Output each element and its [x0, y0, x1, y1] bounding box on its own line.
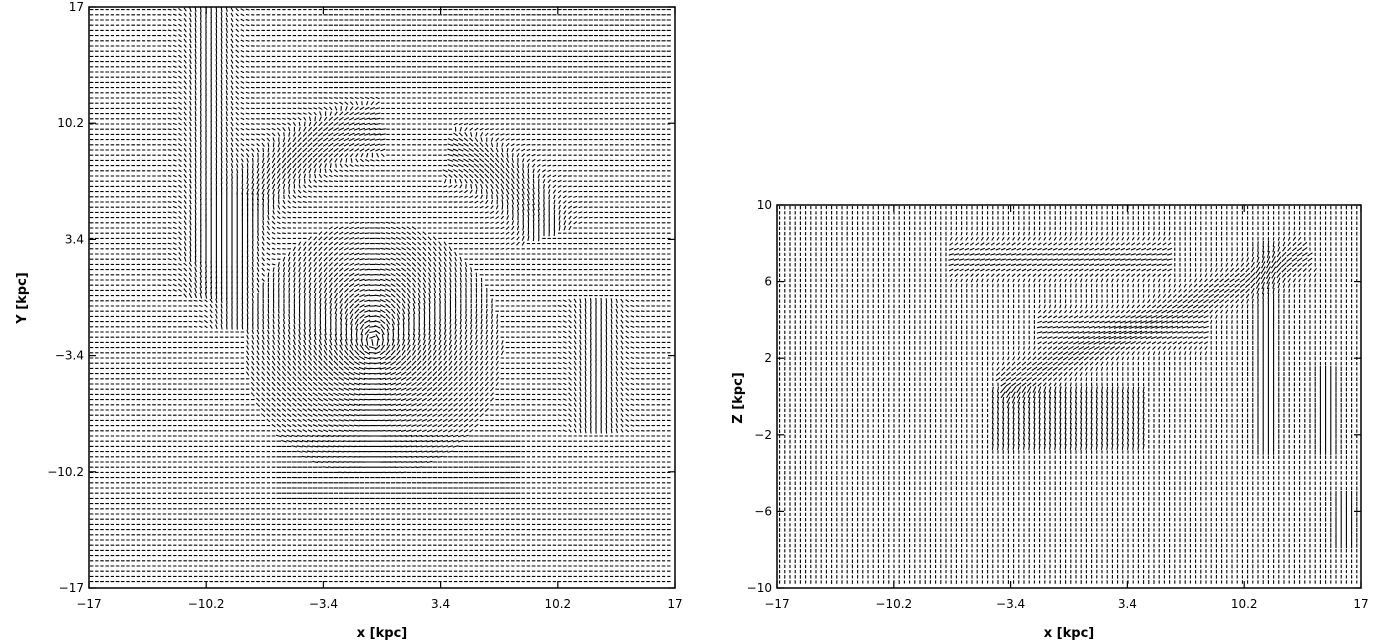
xy-plot-frame	[88, 6, 676, 589]
xy-x-tick-label: −10.2	[188, 597, 225, 611]
xy-x-tick-label: −17	[76, 597, 101, 611]
xy-vector-plot: −17 −10.2 −3.4 3.4 10.2 17 −17 −10.2 −3.4 3.4 10.2…	[15, 0, 683, 641]
xy-x-axis-label: x [kpc]	[357, 626, 407, 641]
xz-y-tick-label: −10	[747, 581, 772, 595]
xy-y-tick-label: −10.2	[47, 465, 84, 479]
xy-y-tick-label: −17	[59, 581, 84, 595]
xz-y-tick-label: −2	[754, 428, 772, 442]
xz-y-axis-label: Z [kpc]	[731, 372, 746, 424]
xy-velocity-field	[89, 6, 671, 583]
xz-y-tick-label: 6	[764, 275, 772, 289]
xz-velocity-vectors	[779, 205, 1358, 584]
xz-velocity-field	[779, 205, 1358, 584]
xy-x-tick-label: 10.2	[544, 597, 571, 611]
xz-x-tick-label: 3.4	[1118, 597, 1137, 611]
xy-y-tick-label: 3.4	[65, 232, 84, 246]
xy-velocity-vectors	[89, 6, 671, 583]
xz-x-axis-label: x [kpc]	[1044, 626, 1094, 641]
xy-x-tick-label: 3.4	[431, 597, 450, 611]
xz-x-tick-label: −17	[764, 597, 789, 611]
xz-vector-plot: −17 −10.2 −3.4 3.4 10.2 17 −10 −6 −2 2 6 10 x [kpc]…	[731, 198, 1369, 641]
xz-y-tick-label: 10	[757, 198, 772, 212]
xy-y-tick-label: −3.4	[55, 349, 84, 363]
xy-axis-ticks: −17 −10.2 −3.4 3.4 10.2 17 −17 −10.2 −3.4 3.4 10.2…	[47, 0, 682, 611]
xz-axis-ticks: −17 −10.2 −3.4 3.4 10.2 17 −10 −6 −2 2 6 10	[747, 198, 1369, 611]
xz-x-tick-label: 17	[1353, 597, 1368, 611]
xz-x-tick-label: −10.2	[875, 597, 912, 611]
xz-x-tick-label: 10.2	[1231, 597, 1258, 611]
xy-y-axis-label: Y [kpc]	[15, 272, 30, 324]
xy-x-tick-label: −3.4	[309, 597, 338, 611]
xz-x-tick-label: −3.4	[996, 597, 1025, 611]
xy-y-tick-label: 17	[69, 0, 84, 14]
xy-y-tick-label: 10.2	[57, 116, 84, 130]
xz-plot-frame	[776, 204, 1362, 589]
xz-y-tick-label: 2	[764, 351, 772, 365]
xy-x-tick-label: 17	[667, 597, 682, 611]
xz-y-tick-label: −6	[754, 504, 772, 518]
